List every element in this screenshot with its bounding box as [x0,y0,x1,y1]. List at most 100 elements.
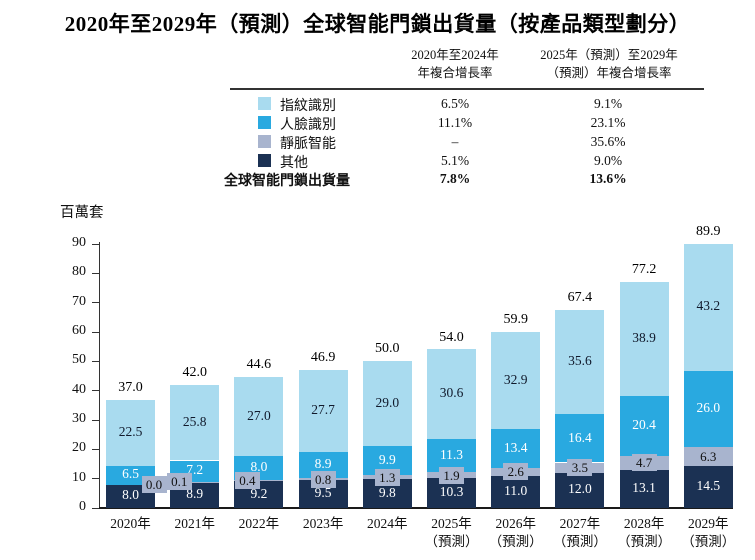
segment-value-label: 9.2 [250,485,268,501]
legend-swatch [258,154,271,167]
x-axis-category-label: 2029年 （預測） [676,515,740,550]
y-axis-tick [92,448,99,450]
y-axis-tick [92,272,99,274]
bar-total-label: 50.0 [375,341,400,357]
segment-value-label: 0.8 [310,470,336,488]
y-axis-tick-label: 40 [72,381,86,397]
segment-value-label: 12.0 [568,481,592,497]
segment-value-label: 43.2 [696,298,721,314]
y-axis-tick-label: 50 [72,352,86,368]
segment-value-label: 27.0 [247,407,271,423]
segment-value-label: 3.5 [567,459,593,477]
segment-value-label: 1.3 [374,468,400,486]
legend-cagr-2025-2029: 35.6% [590,134,626,149]
segment-value-label: 13.4 [503,439,528,455]
segment-value-label: 9.8 [378,484,396,500]
table-header-col1-line1: 2020年至2024年 [411,48,499,62]
x-axis-category-label: 2027年 （預測） [548,515,612,550]
total-row-cagr-2025-2029: 13.6% [589,171,627,186]
segment-value-label: 8.9 [314,455,332,471]
bar-total-label: 42.0 [182,364,207,380]
bar-segment-指紋識別 [683,244,733,371]
table-header-col2-line2: （預測）年複合增長率 [546,66,672,81]
y-axis-tick-label: 30 [72,411,86,426]
segment-value-label: 35.6 [568,353,592,369]
segment-value-label: 16.4 [568,429,592,445]
x-axis-line [99,507,733,509]
x-axis-year-label: 2027年 [559,516,601,531]
segment-value-label: 0.4 [234,471,260,489]
segment-value-label: 11.0 [504,482,528,498]
bar-total-label: 67.4 [567,290,593,306]
x-axis-year-label: 2028年 [623,516,665,531]
legend-item-label: 其他 [280,156,308,171]
total-row-label: 全球智能門鎖出貨量 [224,174,350,189]
x-axis-forecast-label: （預測） [424,533,479,549]
x-axis-category-label: 2028年 （預測） [612,515,676,550]
segment-value-label: 9.5 [314,485,332,501]
bar-segment-指紋識別 [106,399,155,466]
x-axis-category-label: 2023年 [291,515,355,533]
table-header-col1-line2: 年複合增長率 [417,66,493,81]
bar-segment-指紋識別 [298,370,348,452]
x-axis-forecast-label: （預測） [552,533,607,549]
bar-segment-其他 [683,465,733,508]
bar-segment-指紋識別 [427,349,476,440]
y-axis-tick-label: 80 [72,264,86,280]
y-axis-tick [92,243,99,245]
legend-cagr-2020-2024: 11.1% [437,115,473,130]
page-title: 2020年至2029年（預測）全球智能門鎖出貨量（按產品類型劃分） [64,12,691,36]
y-axis-tick-label: 0 [79,499,86,514]
x-axis-category-label: 2021年 [163,515,227,533]
segment-value-label: 10.3 [439,483,464,499]
x-axis-year-label: 2026年 [495,516,536,531]
total-row-cagr-2020-2024: 7.8% [439,171,471,186]
legend-item-label: 人臉識別 [280,118,336,133]
legend-swatch [258,135,271,148]
table-header-col1: 2020年至2024年 年複合增長率 [388,46,522,82]
bar-total-label: 59.9 [503,312,528,328]
segment-value-label: 27.7 [311,402,335,418]
x-axis-forecast-label: （預測） [681,533,736,549]
bar-segment-其他 [555,472,605,508]
x-axis-year-label: 2025年 [431,516,472,531]
y-axis-tick-label: 60 [72,323,86,338]
y-axis-tick [92,478,99,480]
bar-total-label: 46.9 [310,350,336,366]
segment-value-label: 29.0 [375,394,400,410]
legend-cagr-2020-2024: 5.1% [440,153,470,168]
legend-cagr-2020-2024: 6.5% [440,96,470,111]
bar-segment-指紋識別 [170,384,220,461]
bar-segment-指紋識別 [362,361,412,447]
bar-segment-指紋識別 [555,310,605,415]
bar-segment-其他 [619,469,669,508]
segment-value-label: 14.5 [696,477,721,493]
segment-value-label: 32.9 [503,371,528,387]
legend-cagr-2020-2024: – [451,134,459,149]
bar-total-label: 37.0 [118,379,143,395]
y-axis-tick-label: 20 [72,440,86,456]
bar-segment-指紋識別 [619,281,669,396]
table-header-col2: 2025年（預測）至2029年 （預測）年複合增長率 [516,46,702,82]
bar-total-label: 77.2 [631,261,657,277]
y-axis-tick-label: 90 [72,235,86,250]
segment-value-label: 4.7 [631,454,657,472]
x-axis-forecast-label: （預測） [617,533,672,549]
x-axis-forecast-label: （預測） [488,533,543,549]
y-axis-unit-label: 百萬套 [60,205,104,221]
legend-cagr-2025-2029: 9.0% [593,153,623,168]
bar-total-label: 54.0 [439,329,464,345]
segment-value-label: 38.9 [632,329,656,345]
legend-swatch [258,116,271,129]
x-axis-category-label: 2022年 [227,515,291,533]
x-axis-year-label: 2023年 [302,516,344,531]
segment-value-label: 25.8 [182,413,207,429]
segment-value-label: 6.3 [695,447,721,465]
table-header-col2-line1: 2025年（預測）至2029年 [540,48,678,62]
y-axis-tick [92,419,99,421]
segment-value-label: 22.5 [118,423,143,439]
y-axis-tick [92,331,99,333]
legend-cagr-2025-2029: 9.1% [593,96,623,111]
y-axis-line [99,242,100,509]
bar-total-label: 44.6 [246,357,272,373]
